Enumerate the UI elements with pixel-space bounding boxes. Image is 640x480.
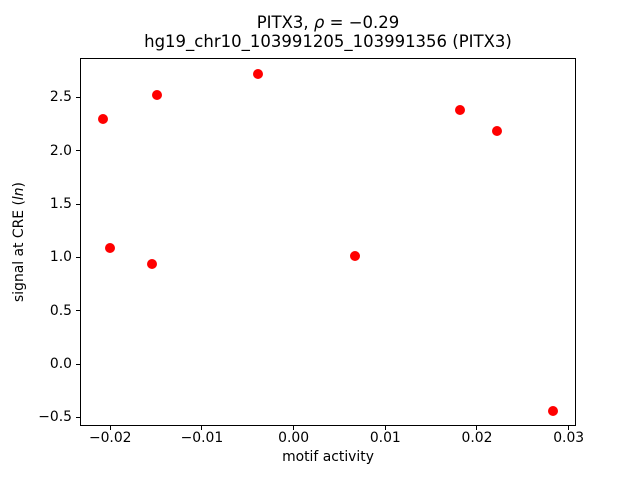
scatter-point — [548, 406, 559, 417]
chart-title-line1: PITX3, ρ = −0.29 — [80, 13, 576, 32]
y-tick-label: 2.5 — [49, 89, 72, 106]
x-tick-mark — [109, 426, 111, 430]
chart-title: PITX3, ρ = −0.29 hg19_chr10_103991205_10… — [80, 13, 576, 51]
x-axis-label: motif activity — [282, 449, 374, 465]
y-tick-mark — [76, 96, 80, 98]
y-tick-mark — [76, 416, 80, 418]
y-tick-mark — [76, 203, 80, 205]
y-tick-label: 0.5 — [49, 302, 72, 319]
scatter-point — [152, 90, 162, 101]
scatter-point — [454, 105, 465, 116]
y-axis-label-suffix: ) — [11, 182, 27, 188]
x-tick-label: 0.03 — [553, 430, 585, 446]
y-tick-label: 1.0 — [49, 249, 72, 266]
x-tick-label: 0.02 — [461, 430, 493, 446]
scatter-point — [252, 69, 263, 79]
scatter-point — [97, 113, 108, 124]
x-tick-mark — [201, 426, 203, 430]
scatter-point — [105, 242, 116, 253]
y-tick-mark — [76, 256, 80, 258]
scatter-point — [146, 258, 157, 269]
y-tick-label: 0.0 — [49, 356, 72, 373]
x-tick-mark — [384, 426, 386, 430]
plot-area — [80, 58, 576, 426]
title-correlation-value: = −0.29 — [324, 13, 400, 32]
x-tick-mark — [293, 426, 295, 430]
title-gene-prefix: PITX3, — [256, 13, 314, 32]
scatter-point — [492, 125, 503, 136]
y-tick-mark — [76, 150, 80, 152]
chart-subtitle-cre-id: hg19_chr10_103991205_103991356 (PITX3) — [144, 32, 512, 51]
scatter-point — [350, 251, 361, 262]
y-tick-mark — [76, 363, 80, 365]
x-tick-label: 0.00 — [278, 430, 310, 446]
x-tick-mark — [568, 426, 570, 430]
y-tick-mark — [76, 310, 80, 312]
y-tick-label: −0.5 — [38, 409, 72, 426]
x-tick-label: −0.01 — [180, 430, 224, 446]
x-tick-label: 0.01 — [369, 430, 401, 446]
y-tick-label: 1.5 — [49, 196, 72, 213]
y-tick-label: 2.0 — [49, 142, 72, 159]
title-rho-symbol: ρ — [313, 13, 325, 32]
x-tick-mark — [476, 426, 478, 430]
x-tick-label: −0.02 — [88, 430, 132, 446]
